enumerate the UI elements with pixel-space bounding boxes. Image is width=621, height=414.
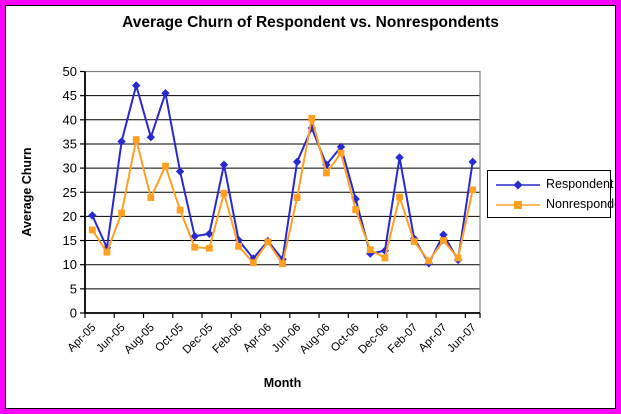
y-axis-title: Average Churn: [20, 147, 34, 237]
y-tick-label: 35: [63, 136, 77, 151]
data-point-marker: [279, 260, 286, 268]
x-tick-label: Dec-06: [356, 322, 391, 357]
data-point-marker: [175, 167, 185, 176]
x-axis-title: Month: [263, 376, 302, 390]
x-tick-label: Aug-06: [298, 322, 333, 357]
legend: Respondent Nonrespondent: [487, 170, 621, 218]
x-tick-label: Aug-05: [122, 322, 157, 357]
legend-item-nonrespondent: Nonrespondent: [495, 197, 621, 211]
y-tick-label: 45: [63, 88, 77, 103]
data-point-marker: [395, 153, 404, 162]
data-point-marker: [337, 149, 345, 157]
data-point-marker: [336, 142, 346, 152]
data-point-marker: [88, 226, 96, 234]
data-point-marker: [205, 244, 213, 252]
x-tick-label: Apr-06: [241, 322, 274, 355]
x-tick-label: Jun-07: [445, 322, 478, 355]
data-point-marker: [352, 206, 360, 214]
y-tick-label: 20: [63, 209, 77, 224]
y-tick-label: 40: [63, 112, 77, 127]
y-tick-label: 0: [70, 306, 77, 321]
data-point-marker: [439, 230, 448, 239]
data-point-marker: [219, 160, 229, 169]
data-point-marker: [308, 114, 316, 122]
nonrespondent-line-marker-icon: [495, 198, 541, 210]
data-point-marker: [176, 206, 184, 214]
data-point-marker: [117, 137, 126, 146]
data-point-marker: [292, 157, 302, 167]
respondent-line-marker-icon: [495, 178, 541, 190]
y-tick-label: 5: [70, 281, 77, 296]
y-tick-label: 10: [63, 257, 77, 272]
data-point-marker: [191, 243, 199, 251]
legend-label-nonrespondent: Nonrespondent: [546, 197, 621, 211]
data-point-marker: [205, 229, 214, 238]
data-point-marker: [249, 259, 257, 267]
data-point-marker: [469, 186, 477, 194]
data-point-marker: [396, 193, 403, 201]
data-point-marker: [161, 89, 170, 98]
x-tick-label: Jun-05: [94, 322, 127, 355]
data-point-marker: [425, 257, 433, 265]
data-point-marker: [103, 248, 111, 256]
data-point-marker: [132, 136, 140, 144]
data-point-marker: [293, 194, 301, 201]
data-point-marker: [132, 81, 141, 90]
legend-label-respondent: Respondent: [546, 177, 614, 191]
data-point-marker: [264, 238, 272, 246]
data-point-marker: [118, 209, 125, 217]
data-point-marker: [147, 194, 155, 201]
data-point-marker: [235, 242, 243, 250]
x-tick-label: Apr-05: [66, 322, 99, 355]
data-point-marker: [220, 189, 228, 197]
legend-item-respondent: Respondent: [495, 177, 614, 191]
y-tick-label: 30: [63, 161, 77, 176]
data-point-marker: [322, 169, 330, 177]
data-point-marker: [190, 232, 199, 241]
data-point-marker: [410, 238, 418, 245]
chart-title: Average Churn of Respondent vs. Nonrespo…: [122, 14, 499, 31]
data-point-marker: [88, 211, 97, 220]
x-tick-label: Dec-05: [181, 322, 216, 357]
y-tick-label: 50: [63, 64, 77, 79]
x-tick-label: Feb-07: [386, 322, 420, 356]
x-tick-label: Apr-07: [417, 322, 450, 355]
data-point-marker: [454, 254, 462, 262]
data-point-marker: [440, 237, 447, 244]
x-tick-label: Feb-06: [210, 322, 244, 356]
data-point-marker: [468, 157, 477, 167]
data-point-marker: [381, 254, 389, 262]
y-tick-label: 25: [63, 185, 77, 200]
data-point-marker: [146, 132, 156, 142]
y-tick-label: 15: [63, 233, 77, 248]
x-tick-label: Jun-06: [270, 322, 303, 355]
data-point-marker: [366, 246, 374, 254]
data-point-marker: [162, 162, 169, 170]
